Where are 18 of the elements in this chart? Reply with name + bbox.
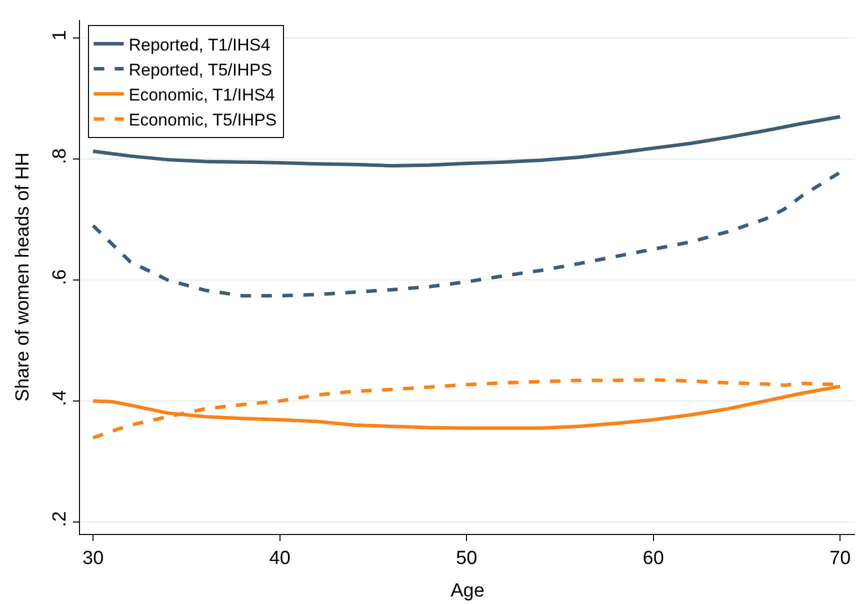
legend-label: Economic, T5/IHPS bbox=[128, 110, 277, 130]
y-tick-label: 1 bbox=[49, 30, 70, 41]
y-tick-label: .4 bbox=[49, 390, 70, 406]
x-axis-title: Age bbox=[450, 580, 484, 602]
x-tick-label: 30 bbox=[82, 548, 104, 569]
legend-label: Reported, T1/IHS4 bbox=[128, 35, 270, 54]
y-tick-label: .6 bbox=[49, 269, 70, 286]
y-tick-label: .2 bbox=[49, 511, 70, 527]
x-tick-label: 60 bbox=[642, 548, 664, 569]
x-tick-label: 70 bbox=[829, 548, 851, 569]
line-series bbox=[91, 115, 842, 168]
y-axis-title: Share of women heads of HH bbox=[12, 152, 34, 402]
line-series bbox=[91, 170, 842, 298]
legend-label: Reported, T5/IHPS bbox=[128, 60, 272, 80]
legend-label: Economic, T1/IHS4 bbox=[128, 86, 275, 105]
x-tick-label: 40 bbox=[269, 548, 290, 569]
x-tick-label: 50 bbox=[456, 548, 478, 569]
y-tick-label: .8 bbox=[49, 148, 70, 164]
